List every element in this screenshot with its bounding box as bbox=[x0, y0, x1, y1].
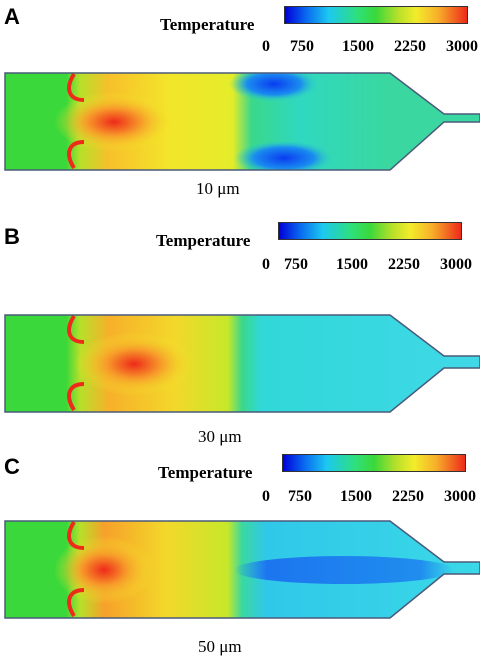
colorbar-c bbox=[282, 454, 466, 472]
colorbar-tick-b-3: 2250 bbox=[388, 256, 420, 273]
particle-size-label-a: 10 μm bbox=[196, 179, 240, 198]
panel-label-b: B bbox=[4, 224, 20, 249]
panel-b: B Temperature 0 750 1500 2250 3000 bbox=[0, 220, 484, 450]
colorbar-a bbox=[284, 6, 468, 24]
colorbar-tick-b-1: 750 bbox=[284, 256, 308, 273]
colorbar-title-c: Temperature bbox=[158, 463, 253, 482]
colorbar-b bbox=[278, 222, 462, 240]
colorbar-tick-c-3: 2250 bbox=[392, 488, 424, 505]
panel-c: C Temperature 0 750 1500 2250 3000 bbox=[0, 448, 484, 658]
colorbar-tick-a-0: 0 bbox=[262, 38, 270, 55]
colorbar-tick-c-2: 1500 bbox=[340, 488, 372, 505]
temperature-field-b bbox=[4, 314, 480, 413]
colorbar-tick-b-2: 1500 bbox=[336, 256, 368, 273]
colorbar-tick-b-0: 0 bbox=[262, 256, 270, 273]
colorbar-tick-b-4: 3000 bbox=[440, 256, 472, 273]
panel-label-c: C bbox=[4, 454, 20, 479]
panel-label-a: A bbox=[4, 4, 20, 29]
colorbar-tick-a-4: 3000 bbox=[446, 38, 478, 55]
colorbar-tick-c-1: 750 bbox=[288, 488, 312, 505]
particle-size-label-b: 30 μm bbox=[198, 427, 242, 446]
temperature-field-c bbox=[4, 520, 480, 619]
particle-size-label-c: 50 μm bbox=[198, 637, 242, 656]
colorbar-title-b: Temperature bbox=[156, 231, 251, 250]
panel-a: A Temperature 0 750 1500 2250 3000 bbox=[0, 0, 484, 200]
colorbar-title-a: Temperature bbox=[160, 15, 255, 34]
colorbar-tick-a-1: 750 bbox=[290, 38, 314, 55]
temperature-field-a bbox=[4, 72, 480, 171]
colorbar-tick-a-3: 2250 bbox=[394, 38, 426, 55]
colorbar-tick-c-0: 0 bbox=[262, 488, 270, 505]
colorbar-tick-a-2: 1500 bbox=[342, 38, 374, 55]
colorbar-tick-c-4: 3000 bbox=[444, 488, 476, 505]
